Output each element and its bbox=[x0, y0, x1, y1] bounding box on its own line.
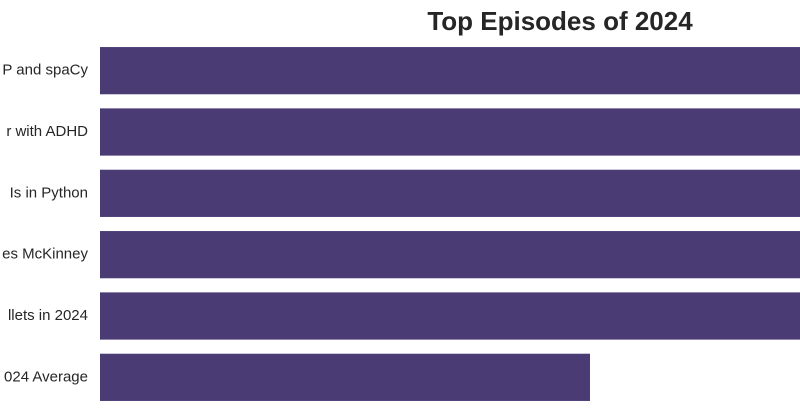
bar-5 bbox=[100, 353, 590, 401]
y-tick-label-2: Is in Python bbox=[10, 184, 88, 201]
bar-4 bbox=[100, 292, 800, 340]
y-tick-label-1: r with ADHD bbox=[6, 123, 88, 140]
bar-3 bbox=[100, 231, 800, 279]
bar-0 bbox=[100, 47, 800, 95]
chart-title: Top Episodes of 2024 bbox=[427, 6, 693, 36]
y-tick-label-0: P and spaCy bbox=[2, 62, 88, 79]
bar-2 bbox=[100, 169, 800, 217]
y-tick-label-3: es McKinney bbox=[2, 246, 88, 263]
y-tick-label-4: llets in 2024 bbox=[8, 307, 88, 324]
bar-1 bbox=[100, 108, 800, 156]
y-tick-label-5: 024 Average bbox=[4, 368, 88, 385]
